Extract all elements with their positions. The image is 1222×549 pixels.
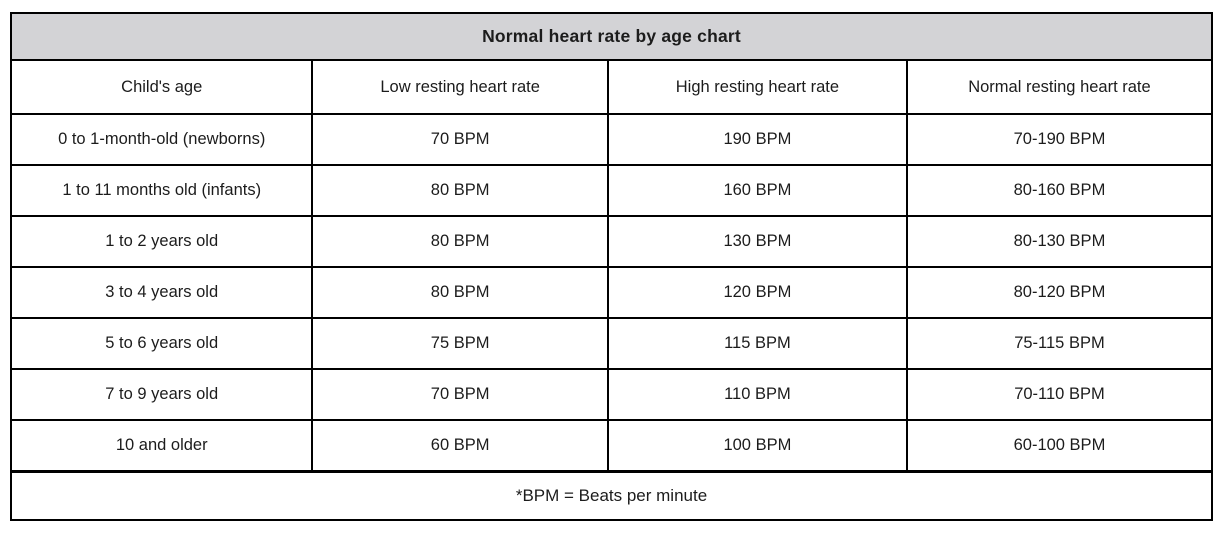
- high-bpm-cell: 100 BPM: [606, 419, 908, 473]
- table-title: Normal heart rate by age chart: [10, 12, 1213, 61]
- high-bpm-cell: 160 BPM: [606, 164, 908, 217]
- high-bpm-cell: 110 BPM: [606, 368, 908, 421]
- normal-bpm-cell: 70-110 BPM: [905, 368, 1214, 421]
- high-bpm-cell: 190 BPM: [606, 113, 908, 166]
- table-row: 5 to 6 years old 75 BPM 115 BPM 75-115 B…: [9, 317, 1214, 370]
- bpm-footnote: *BPM = Beats per minute: [10, 470, 1213, 521]
- normal-bpm-cell: 70-190 BPM: [905, 113, 1214, 166]
- header-childs-age: Child's age: [9, 59, 314, 115]
- header-low-resting: Low resting heart rate: [311, 59, 609, 115]
- age-cell: 10 and older: [9, 419, 314, 473]
- age-cell: 0 to 1-month-old (newborns): [9, 113, 314, 166]
- header-high-resting: High resting heart rate: [606, 59, 908, 115]
- age-cell: 1 to 11 months old (infants): [9, 164, 314, 217]
- low-bpm-cell: 70 BPM: [311, 113, 609, 166]
- header-normal-resting: Normal resting heart rate: [905, 59, 1214, 115]
- heart-rate-table: Normal heart rate by age chart Child's a…: [9, 12, 1214, 521]
- footnote-row: *BPM = Beats per minute: [10, 470, 1213, 521]
- normal-bpm-cell: 80-130 BPM: [905, 215, 1214, 268]
- title-row: Normal heart rate by age chart: [10, 12, 1213, 61]
- normal-bpm-cell: 80-120 BPM: [905, 266, 1214, 319]
- low-bpm-cell: 70 BPM: [311, 368, 609, 421]
- high-bpm-cell: 115 BPM: [606, 317, 908, 370]
- table-row: 3 to 4 years old 80 BPM 120 BPM 80-120 B…: [9, 266, 1214, 319]
- high-bpm-cell: 120 BPM: [606, 266, 908, 319]
- high-bpm-cell: 130 BPM: [606, 215, 908, 268]
- low-bpm-cell: 60 BPM: [311, 419, 609, 473]
- normal-bpm-cell: 75-115 BPM: [905, 317, 1214, 370]
- low-bpm-cell: 75 BPM: [311, 317, 609, 370]
- table-row: 1 to 2 years old 80 BPM 130 BPM 80-130 B…: [9, 215, 1214, 268]
- age-cell: 5 to 6 years old: [9, 317, 314, 370]
- table-row: 10 and older 60 BPM 100 BPM 60-100 BPM: [9, 419, 1214, 473]
- low-bpm-cell: 80 BPM: [311, 215, 609, 268]
- age-cell: 3 to 4 years old: [9, 266, 314, 319]
- table-row: 1 to 11 months old (infants) 80 BPM 160 …: [9, 164, 1214, 217]
- normal-bpm-cell: 60-100 BPM: [905, 419, 1214, 473]
- table-row: 7 to 9 years old 70 BPM 110 BPM 70-110 B…: [9, 368, 1214, 421]
- age-cell: 7 to 9 years old: [9, 368, 314, 421]
- normal-bpm-cell: 80-160 BPM: [905, 164, 1214, 217]
- low-bpm-cell: 80 BPM: [311, 266, 609, 319]
- low-bpm-cell: 80 BPM: [311, 164, 609, 217]
- table-row: 0 to 1-month-old (newborns) 70 BPM 190 B…: [9, 113, 1214, 166]
- age-cell: 1 to 2 years old: [9, 215, 314, 268]
- header-row: Child's age Low resting heart rate High …: [9, 59, 1214, 115]
